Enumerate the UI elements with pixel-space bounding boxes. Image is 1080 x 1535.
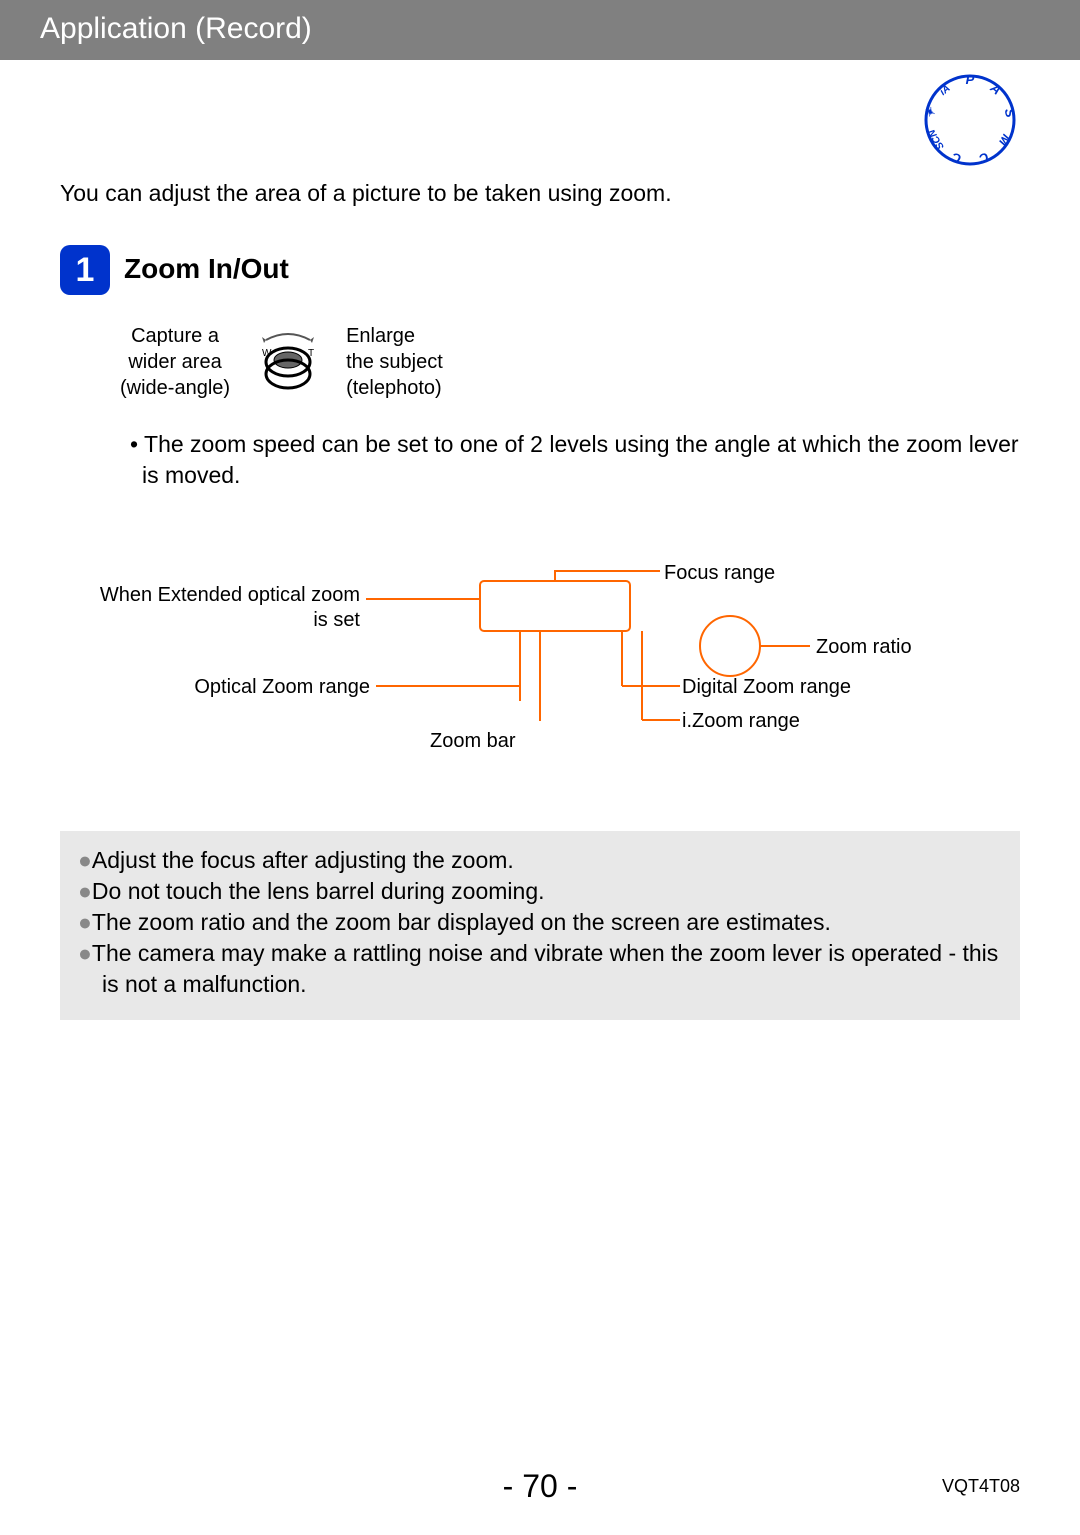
svg-text:A: A bbox=[987, 80, 1005, 98]
svg-text:SCN: SCN bbox=[926, 127, 946, 151]
svg-text:S: S bbox=[1002, 107, 1018, 118]
mode-dial-icon: P A S M C C SCN ✦ iA bbox=[920, 70, 1020, 175]
svg-text:✦: ✦ bbox=[922, 105, 939, 119]
label-zoom-ratio: Zoom ratio bbox=[816, 635, 912, 660]
note-item: ●Do not touch the lens barrel during zoo… bbox=[78, 876, 1002, 907]
step-row: 1 Zoom In/Out bbox=[60, 245, 1020, 295]
svg-text:T: T bbox=[308, 348, 314, 359]
header-title: Application (Record) bbox=[40, 12, 312, 45]
label-ext-optical: When Extended optical zoom is set bbox=[100, 583, 360, 633]
label-zoom-bar: Zoom bar bbox=[430, 729, 516, 754]
note-item: ●Adjust the focus after adjusting the zo… bbox=[78, 845, 1002, 876]
zoom-diagram: When Extended optical zoom is set Optica… bbox=[60, 561, 1020, 781]
label-focus-range: Focus range bbox=[664, 561, 775, 586]
content-region: You can adjust the area of a picture to … bbox=[0, 60, 1080, 1020]
header-bar: Application (Record) bbox=[0, 0, 1080, 60]
step-title: Zoom In/Out bbox=[124, 253, 289, 285]
notes-box: ●Adjust the focus after adjusting the zo… bbox=[60, 831, 1020, 1020]
svg-text:P: P bbox=[966, 72, 975, 87]
note-item: ●The zoom ratio and the zoom bar display… bbox=[78, 907, 1002, 938]
zoom-direction-row: Capture a wider area (wide-angle) W T En… bbox=[120, 323, 1020, 401]
telephoto-label: Enlarge the subject (telephoto) bbox=[346, 323, 443, 401]
page-number: - 70 - bbox=[0, 1468, 1080, 1505]
svg-text:iA: iA bbox=[938, 83, 953, 98]
intro-text: You can adjust the area of a picture to … bbox=[60, 180, 1020, 207]
label-optical-range: Optical Zoom range bbox=[194, 675, 370, 700]
step-number-badge: 1 bbox=[60, 245, 110, 295]
wide-angle-label: Capture a wider area (wide-angle) bbox=[120, 323, 230, 401]
zoom-lever-icon: W T bbox=[248, 330, 328, 395]
step-number: 1 bbox=[76, 251, 95, 290]
document-code: VQT4T08 bbox=[942, 1476, 1020, 1497]
svg-text:W: W bbox=[262, 348, 272, 359]
bullet-zoom-speed: • The zoom speed can be set to one of 2 … bbox=[130, 429, 1020, 491]
label-izoom-range: i.Zoom range bbox=[682, 709, 800, 734]
label-digital-range: Digital Zoom range bbox=[682, 675, 851, 700]
note-item: ●The camera may make a rattling noise an… bbox=[78, 938, 1002, 1000]
